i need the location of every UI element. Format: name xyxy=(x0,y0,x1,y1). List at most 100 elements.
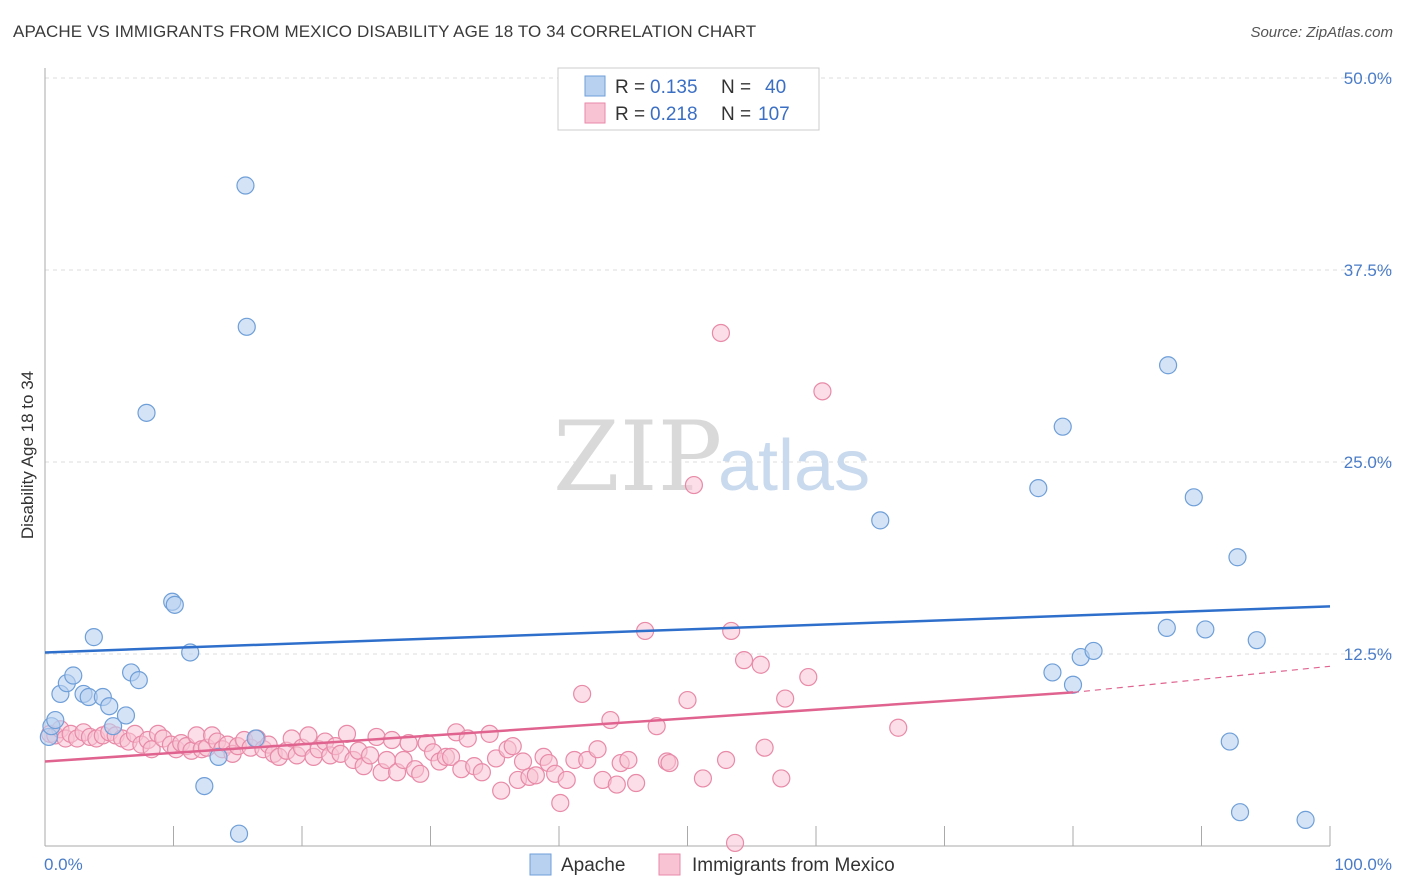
apache-point xyxy=(246,729,265,748)
apache-point xyxy=(871,511,890,530)
apache-point xyxy=(137,403,156,422)
mexico-point xyxy=(513,752,533,771)
legend-r-value: 0.218 xyxy=(650,104,698,125)
mexico-point xyxy=(551,793,570,813)
legend-swatch-mexico xyxy=(658,853,681,876)
apache-point xyxy=(1230,803,1250,822)
mexico-point xyxy=(472,763,491,782)
apache-point xyxy=(1157,618,1176,637)
mexico-point xyxy=(361,746,380,765)
apache-point xyxy=(236,176,255,195)
apache-point xyxy=(100,697,119,716)
mexico-point xyxy=(601,710,620,730)
stats-legend: R = 0.135 N = 40 R = 0.218 N = 107 xyxy=(557,67,820,131)
legend-r-label: R = xyxy=(615,104,645,125)
apache-point xyxy=(1220,732,1239,751)
apache-point xyxy=(1184,488,1203,507)
mexico-point xyxy=(678,690,697,710)
mexico-point xyxy=(889,718,908,737)
mexico-point xyxy=(382,730,402,750)
grid-lines xyxy=(45,77,1392,655)
legend-r-label: R = xyxy=(615,77,645,98)
mexico-point xyxy=(660,753,679,773)
watermark-zip: ZIP xyxy=(553,401,722,513)
series-apache xyxy=(39,176,1315,843)
series-legend: Apache Immigrants from Mexico xyxy=(529,853,895,876)
mexico-trend-extension xyxy=(1072,665,1331,693)
apache-trend-line xyxy=(44,605,1331,654)
legend-swatch-apache xyxy=(529,853,552,876)
apache-point xyxy=(46,710,65,730)
series-immigrants-from-mexico xyxy=(41,323,908,853)
mexico-point xyxy=(751,655,770,674)
y-tick-label: 37.5% xyxy=(1344,261,1392,280)
apache-point xyxy=(209,747,228,767)
mexico-point xyxy=(734,651,754,670)
apache-point xyxy=(1029,479,1048,498)
mexico-point xyxy=(776,689,795,708)
y-tick-label: 12.5% xyxy=(1344,645,1392,664)
apache-point xyxy=(129,671,148,690)
legend-swatch-apache xyxy=(584,75,606,97)
mexico-point xyxy=(588,740,607,759)
mexico-point xyxy=(711,323,731,343)
legend-r-value: 0.135 xyxy=(650,77,698,98)
mexico-point xyxy=(799,667,818,687)
mexico-point xyxy=(626,773,646,793)
apache-point xyxy=(165,595,184,614)
mexico-point xyxy=(607,775,626,794)
mexico-point xyxy=(492,781,511,800)
source-credit: Source: ZipAtlas.com xyxy=(1250,24,1393,41)
legend-n-value: 107 xyxy=(758,104,790,125)
apache-point xyxy=(64,666,83,685)
y-tick-label: 25.0% xyxy=(1344,453,1392,472)
chart-title: APACHE VS IMMIGRANTS FROM MEXICO DISABIL… xyxy=(13,22,757,41)
mexico-point xyxy=(619,750,638,770)
legend-label-apache: Apache xyxy=(561,855,625,876)
apache-point xyxy=(1053,417,1072,436)
mexico-point xyxy=(526,766,545,785)
apache-point xyxy=(237,317,256,336)
apache-point xyxy=(1228,548,1247,567)
apache-point xyxy=(195,776,214,796)
watermark-atlas: atlas xyxy=(718,426,870,506)
legend-n-label: N = xyxy=(721,77,751,98)
mexico-point xyxy=(684,475,704,495)
tick-labels: 12.5% 25.0% 37.5% 50.0% 0.0% 100.0% xyxy=(44,69,1392,874)
legend-n-value: 40 xyxy=(765,77,786,98)
apache-point xyxy=(1196,620,1215,639)
mexico-point xyxy=(722,621,741,641)
mexico-point xyxy=(725,833,745,853)
apache-point xyxy=(1043,663,1062,682)
legend-swatch-mexico xyxy=(584,102,606,124)
mexico-point xyxy=(557,770,576,790)
apache-point xyxy=(84,628,103,647)
mexico-point xyxy=(647,717,666,736)
mexico-point xyxy=(772,769,791,788)
mexico-point xyxy=(813,382,832,401)
apache-point xyxy=(1084,641,1103,661)
mexico-point xyxy=(399,733,418,753)
y-tick-label: 50.0% xyxy=(1344,69,1392,88)
mexico-point xyxy=(503,737,522,756)
apache-point xyxy=(116,706,136,725)
watermark: ZIP atlas xyxy=(553,401,870,513)
apache-point xyxy=(229,824,249,843)
apache-point xyxy=(1063,675,1083,694)
legend-label-mexico: Immigrants from Mexico xyxy=(692,855,895,876)
apache-point xyxy=(1296,810,1315,829)
apache-point xyxy=(1247,631,1266,650)
mexico-point xyxy=(411,764,430,783)
mexico-point xyxy=(367,727,386,747)
mexico-trend-line xyxy=(44,691,1074,763)
y-axis-label: Disability Age 18 to 34 xyxy=(18,371,37,539)
mexico-point xyxy=(755,738,774,757)
x-tick-label: 0.0% xyxy=(44,855,83,874)
mexico-point xyxy=(480,724,499,743)
mexico-point xyxy=(573,684,592,704)
apache-point xyxy=(1158,356,1178,375)
x-tick-label: 100.0% xyxy=(1334,855,1392,874)
axes xyxy=(44,68,1331,847)
apache-point xyxy=(104,717,123,736)
